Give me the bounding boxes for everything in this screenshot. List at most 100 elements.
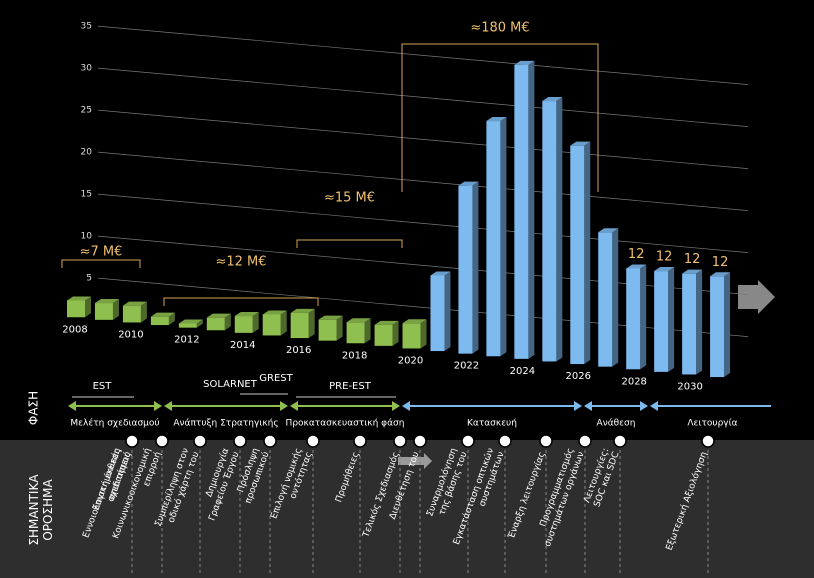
- bar-side: [500, 117, 507, 357]
- program-label: GREST: [259, 373, 293, 384]
- x-tick-label: 2022: [454, 361, 479, 372]
- bar-top: [430, 271, 451, 276]
- bar: [374, 324, 393, 346]
- bracket: [401, 43, 599, 192]
- bar-top: [206, 313, 231, 318]
- grid-line: [97, 25, 749, 85]
- bar-side: [696, 269, 703, 375]
- x-tick-label: 2026: [566, 371, 591, 382]
- bar-side: [140, 301, 147, 323]
- milestone: [498, 434, 512, 448]
- y-tick-label: 35: [81, 22, 92, 32]
- annotation: ≈7 M€: [80, 245, 123, 260]
- bar: [514, 64, 529, 359]
- bar-side: [528, 60, 535, 359]
- bar-side: [472, 181, 479, 354]
- bar-top: [570, 141, 591, 146]
- milestone: [461, 434, 475, 448]
- bar-top: [318, 315, 343, 320]
- bar-top: [654, 267, 675, 272]
- bar: [570, 145, 585, 365]
- value-label: 12: [684, 252, 701, 267]
- phase-label: Λειτουργία: [687, 419, 737, 429]
- arrow-head: [584, 401, 592, 411]
- bar-side: [224, 313, 231, 331]
- x-tick-label: 2020: [398, 355, 423, 366]
- bar-top: [94, 299, 119, 304]
- bar: [346, 322, 365, 344]
- bar: [710, 276, 725, 378]
- bar: [458, 185, 473, 354]
- bar-side: [444, 271, 451, 352]
- x-tick-label: 2012: [174, 335, 199, 346]
- bar: [234, 316, 253, 333]
- bar: [262, 314, 281, 336]
- x-tick-label: 2030: [677, 381, 702, 392]
- grid-line: [97, 151, 749, 211]
- grid-line: [97, 193, 749, 253]
- x-tick-label: 2024: [510, 366, 535, 377]
- bar-side: [584, 141, 591, 365]
- bar: [654, 271, 669, 372]
- milestone: [353, 434, 367, 448]
- x-tick-label: 2016: [286, 345, 311, 356]
- bar-top: [290, 308, 315, 313]
- arrow-head: [280, 401, 288, 411]
- bar-top: [710, 272, 731, 277]
- bar-top: [234, 312, 259, 317]
- phase-label: Ανάθεση: [597, 419, 636, 429]
- bar-top: [122, 301, 147, 306]
- x-tick-label: 2014: [230, 340, 255, 351]
- bar-side: [556, 97, 563, 362]
- milestone: [578, 434, 592, 448]
- bar: [67, 300, 85, 318]
- y-tick-label: 25: [81, 106, 92, 116]
- phase-label: Προκατασκευαστική φάση: [286, 419, 405, 429]
- bar: [542, 101, 557, 362]
- arrow-head: [650, 401, 658, 411]
- milestone: [613, 434, 627, 448]
- bar-top: [402, 319, 427, 324]
- bar-side: [640, 264, 647, 370]
- program-label: PRE-EST: [329, 381, 372, 392]
- bar-side: [308, 308, 315, 339]
- bar-side: [112, 299, 119, 320]
- bar-side: [392, 320, 399, 346]
- milestone: [233, 434, 247, 448]
- arrow-head: [574, 401, 582, 411]
- arrow-head: [290, 401, 298, 411]
- bar-side: [420, 319, 427, 349]
- bar-side: [668, 267, 675, 372]
- bracket: [163, 297, 319, 306]
- milestone: [539, 434, 553, 448]
- bar-side: [280, 310, 287, 336]
- arrow-head: [392, 401, 400, 411]
- grid-line: [97, 67, 749, 127]
- value-label: 12: [656, 250, 673, 265]
- milestone: [125, 434, 139, 448]
- arrow: [398, 453, 432, 469]
- x-tick-label: 2018: [342, 350, 367, 361]
- value-label: 12: [628, 247, 645, 262]
- bar-side: [168, 312, 175, 326]
- bar: [94, 303, 113, 320]
- bar: [486, 121, 501, 357]
- y-tick-label: 15: [81, 190, 92, 200]
- milestone: [155, 434, 169, 448]
- program-label: EST: [93, 381, 113, 392]
- x-tick-label: 2008: [62, 324, 87, 335]
- bar-side: [196, 319, 203, 328]
- milestone: [263, 434, 277, 448]
- bar: [598, 232, 613, 367]
- y-tick-label: 5: [86, 274, 92, 284]
- bar-side: [336, 315, 343, 341]
- bar-top: [458, 181, 479, 186]
- bar-top: [626, 264, 647, 269]
- bar-top: [67, 296, 91, 301]
- milestones-title: ΣΗΜΑΝΤΙΚΑΟΡΟΣΗΜΑ: [27, 474, 55, 546]
- milestone: [413, 434, 427, 448]
- arrow-head: [154, 401, 162, 411]
- bar-top: [346, 318, 371, 323]
- y-tick-label: 30: [81, 64, 93, 74]
